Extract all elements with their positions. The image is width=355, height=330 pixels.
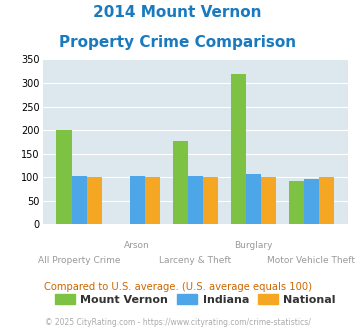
- Text: Burglary: Burglary: [234, 241, 273, 250]
- Bar: [289, 181, 304, 224]
- Bar: [319, 177, 334, 224]
- Legend: Mount Vernon, Indiana, National: Mount Vernon, Indiana, National: [50, 289, 340, 309]
- Bar: [56, 130, 72, 224]
- Text: © 2025 CityRating.com - https://www.cityrating.com/crime-statistics/: © 2025 CityRating.com - https://www.city…: [45, 318, 310, 327]
- Bar: [203, 177, 218, 224]
- Text: Property Crime Comparison: Property Crime Comparison: [59, 35, 296, 50]
- Bar: [87, 177, 102, 224]
- Bar: [261, 177, 276, 224]
- Text: Motor Vehicle Theft: Motor Vehicle Theft: [267, 256, 355, 265]
- Text: Compared to U.S. average. (U.S. average equals 100): Compared to U.S. average. (U.S. average …: [44, 282, 311, 292]
- Bar: [188, 176, 203, 224]
- Text: 2014 Mount Vernon: 2014 Mount Vernon: [93, 5, 262, 20]
- Bar: [130, 176, 145, 224]
- Text: Larceny & Theft: Larceny & Theft: [159, 256, 231, 265]
- Bar: [231, 75, 246, 224]
- Bar: [304, 179, 319, 224]
- Text: Arson: Arson: [124, 241, 150, 250]
- Bar: [72, 176, 87, 224]
- Bar: [246, 175, 261, 224]
- Bar: [145, 177, 160, 224]
- Text: All Property Crime: All Property Crime: [38, 256, 120, 265]
- Bar: [173, 141, 188, 224]
